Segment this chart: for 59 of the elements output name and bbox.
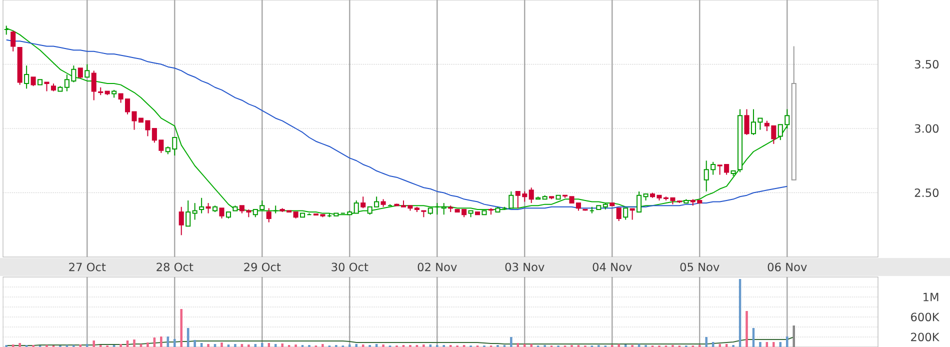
bar	[746, 311, 748, 347]
y-tick-label: 3.50	[914, 60, 939, 69]
x-tick-label: 04 Nov	[592, 262, 632, 272]
candlestick	[636, 190, 642, 213]
y-tick-label: 2.50	[914, 188, 939, 198]
x-tick-label: 05 Nov	[680, 262, 720, 272]
bar	[120, 344, 122, 347]
candlestick	[186, 200, 191, 227]
bar	[146, 342, 149, 347]
x-tick-label: 27 Oct	[69, 262, 106, 272]
candlestick	[623, 208, 628, 220]
candlestick	[219, 208, 224, 219]
bar	[705, 337, 708, 347]
candlestick	[78, 68, 83, 79]
bar	[92, 340, 96, 347]
bar	[355, 344, 358, 347]
bar	[759, 342, 762, 347]
candlestick	[441, 202, 446, 216]
x-tick-label: 06 Nov	[768, 262, 807, 272]
bar	[618, 344, 620, 347]
candlestick	[616, 208, 622, 222]
bar	[786, 336, 788, 347]
bar	[18, 343, 21, 347]
candlestick	[178, 206, 184, 236]
candlestick	[354, 200, 359, 214]
bar	[220, 342, 223, 347]
x-tick-label: 29 Oct	[244, 262, 281, 272]
bar	[180, 309, 183, 347]
bar	[194, 340, 196, 347]
candlestick	[630, 208, 635, 220]
candlestick	[508, 190, 514, 209]
x-tick-label: 03 Nov	[505, 262, 544, 272]
y-tick-label: 600K	[911, 312, 940, 322]
x-tick-label: 30 Oct	[332, 262, 368, 272]
candlestick	[10, 30, 16, 52]
candlestick	[84, 64, 90, 78]
bar	[234, 344, 236, 347]
candlestick	[24, 65, 30, 90]
candlestick	[744, 108, 750, 136]
bar	[510, 337, 512, 347]
candlestick	[192, 202, 198, 220]
bar	[530, 344, 533, 347]
y-tick-label: 1M	[924, 292, 938, 302]
candlestick	[91, 70, 96, 101]
bar	[173, 339, 176, 347]
candlestick	[360, 196, 366, 209]
bar	[792, 326, 796, 347]
x-tick-label: 28 Oct	[156, 262, 194, 272]
candlestick	[266, 208, 272, 223]
bar	[260, 343, 264, 347]
x-tick-label: 02 Nov	[418, 262, 457, 272]
bar	[207, 344, 210, 347]
y-tick-label: 200K	[911, 332, 940, 342]
candlestick	[206, 202, 211, 214]
bar	[160, 336, 162, 347]
candlestick	[199, 197, 204, 214]
y-tick-label: 3.00	[914, 124, 939, 133]
candlestick	[528, 187, 534, 204]
bar	[133, 340, 136, 347]
